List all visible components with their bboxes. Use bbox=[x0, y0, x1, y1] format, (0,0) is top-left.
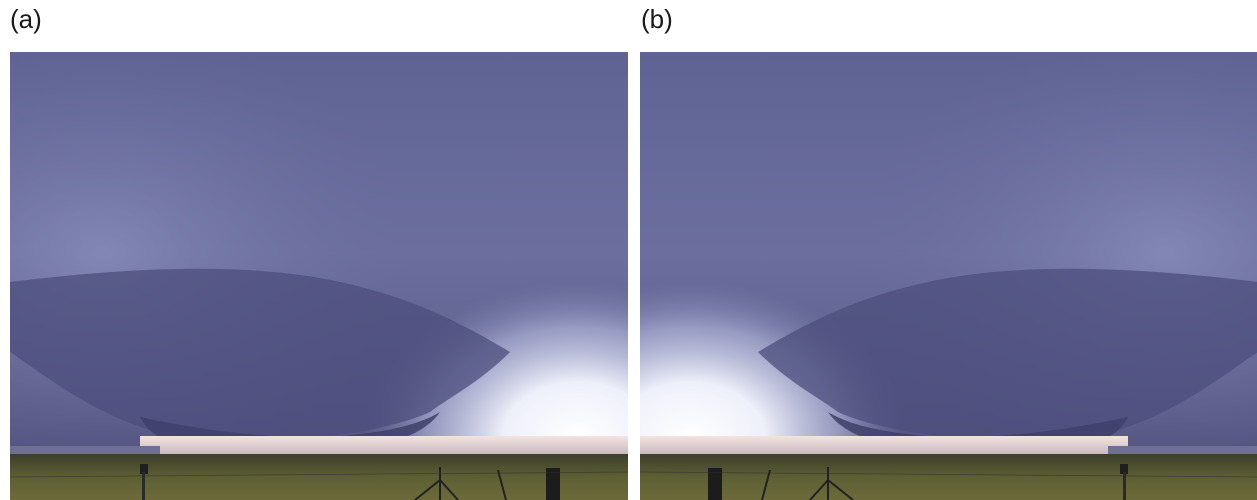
panel-label-a: (a) bbox=[10, 4, 42, 34]
storm-photo-original bbox=[10, 52, 628, 500]
panel-label-b: (b) bbox=[641, 4, 673, 34]
storm-photo-mirrored bbox=[640, 52, 1257, 500]
